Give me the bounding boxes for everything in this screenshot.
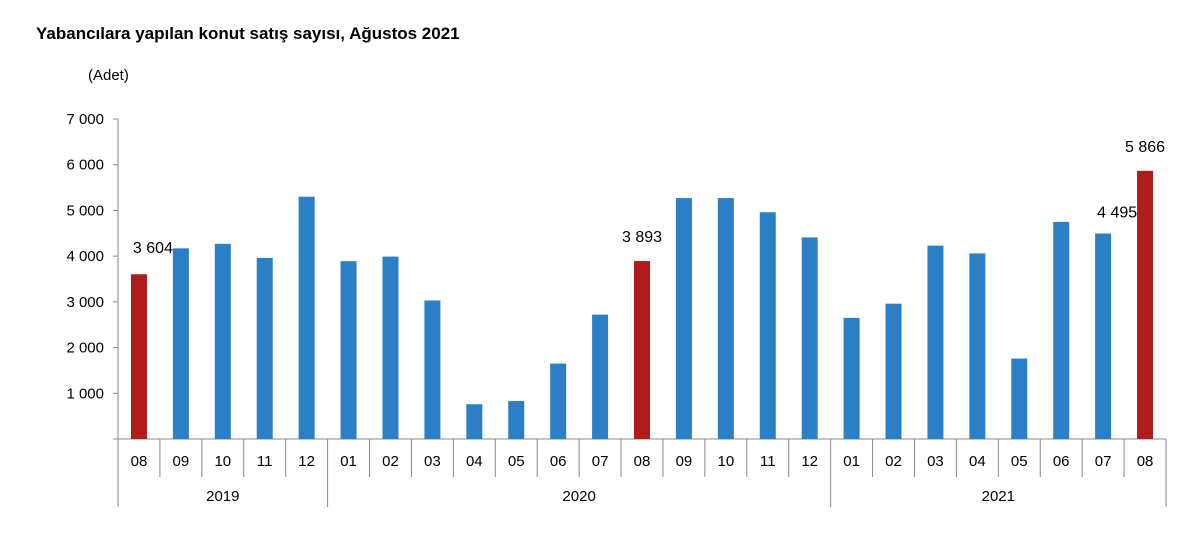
y-tick-label: 1 000 <box>66 385 104 402</box>
bar <box>550 363 567 439</box>
data-label: 5 866 <box>1125 139 1165 156</box>
bar <box>843 317 860 439</box>
bar <box>927 245 944 439</box>
x-tick-label: 07 <box>1095 453 1112 470</box>
bar <box>1137 170 1154 439</box>
bar <box>969 253 986 439</box>
x-tick-label: 08 <box>1137 453 1154 470</box>
bar <box>508 401 525 439</box>
x-tick-label: 01 <box>843 453 860 470</box>
x-tick-label: 11 <box>257 453 273 470</box>
x-tick-label: 01 <box>340 453 357 470</box>
bar <box>801 237 818 439</box>
x-tick-label: 06 <box>1053 453 1070 470</box>
y-tick-label: 3 000 <box>66 294 104 311</box>
bar <box>466 404 483 439</box>
bar <box>256 257 273 439</box>
x-tick-label: 08 <box>634 453 651 470</box>
y-tick-label: 5 000 <box>66 202 104 219</box>
x-tick-label: 12 <box>298 453 315 470</box>
bar <box>1053 221 1070 439</box>
bar <box>759 212 776 439</box>
x-tick-label: 02 <box>382 453 399 470</box>
x-tick-label: 10 <box>717 453 734 470</box>
year-label: 2019 <box>206 488 239 505</box>
x-tick-label: 07 <box>592 453 609 470</box>
x-tick-label: 03 <box>424 453 441 470</box>
x-tick-label: 09 <box>173 453 190 470</box>
y-tick-label: 6 000 <box>66 157 104 174</box>
data-label: 3 604 <box>133 240 173 257</box>
data-label: 4 495 <box>1097 205 1137 222</box>
bar <box>592 314 609 439</box>
x-tick-label: 09 <box>676 453 693 470</box>
bar <box>130 274 147 439</box>
data-label: 3 893 <box>622 229 662 246</box>
y-tick-label: 4 000 <box>66 248 104 265</box>
year-label: 2020 <box>562 488 595 505</box>
bar <box>675 198 692 439</box>
x-tick-label: 06 <box>550 453 567 470</box>
y-axis-label: (Adet) <box>88 67 129 84</box>
bar <box>382 256 399 439</box>
bar <box>172 248 189 439</box>
x-tick-label: 05 <box>508 453 525 470</box>
bar <box>298 196 315 439</box>
x-tick-label: 08 <box>131 453 148 470</box>
bar <box>424 300 441 439</box>
x-tick-label: 02 <box>885 453 902 470</box>
bar <box>885 303 902 439</box>
x-tick-label: 12 <box>801 453 818 470</box>
chart-title: Yabancılara yapılan konut satış sayısı, … <box>36 24 460 43</box>
y-tick-label: 2 000 <box>66 340 104 357</box>
x-tick-label: 04 <box>466 453 483 470</box>
x-tick-label: 03 <box>927 453 944 470</box>
x-tick-label: 05 <box>1011 453 1028 470</box>
y-tick-label: 7 000 <box>66 111 104 128</box>
bar <box>1011 358 1028 439</box>
x-tick-label: 04 <box>969 453 986 470</box>
bar <box>1095 233 1112 439</box>
x-tick-label: 11 <box>760 453 776 470</box>
bar <box>717 198 734 439</box>
bar <box>634 261 650 439</box>
bar <box>340 261 357 439</box>
x-tick-label: 10 <box>214 453 231 470</box>
bar <box>214 243 231 439</box>
year-label: 2021 <box>982 488 1015 505</box>
